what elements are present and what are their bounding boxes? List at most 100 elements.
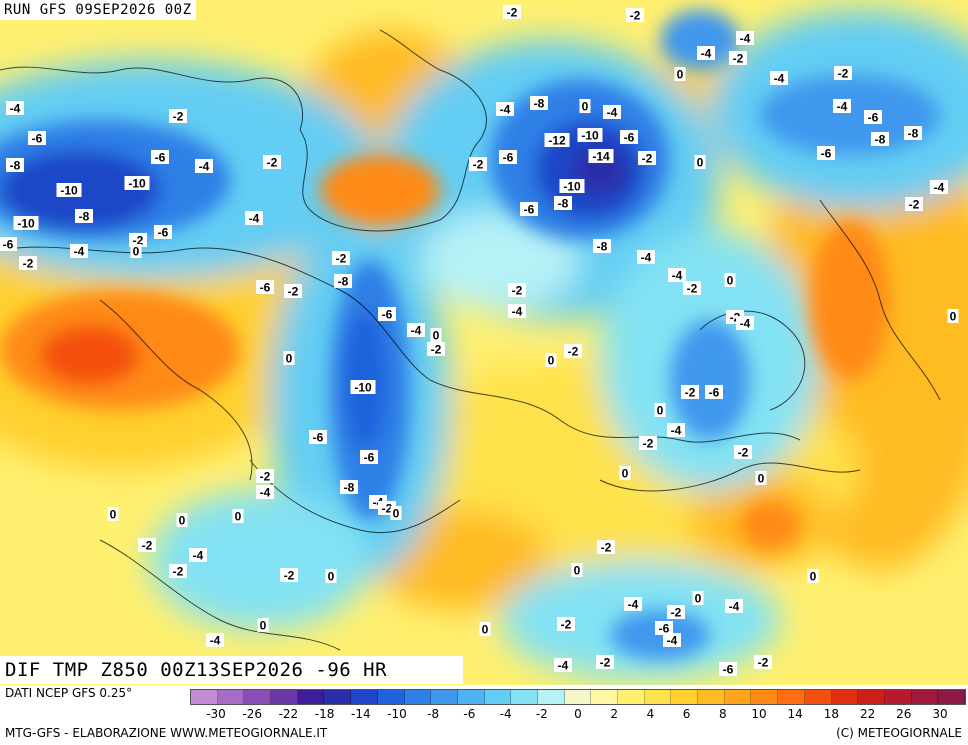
svg-text:0: 0 — [695, 592, 702, 606]
svg-text:0: 0 — [657, 404, 664, 418]
legend-tick-label: 10 — [751, 707, 767, 721]
svg-text:-4: -4 — [729, 600, 740, 614]
svg-text:-2: -2 — [23, 257, 34, 271]
contour-label: 0 — [107, 507, 119, 522]
svg-text:-2: -2 — [133, 234, 144, 248]
contour-label: 0 — [674, 67, 686, 82]
contour-label: 0 — [232, 509, 244, 524]
svg-text:0: 0 — [697, 156, 704, 170]
svg-text:-6: -6 — [868, 111, 879, 125]
contour-label: -6 — [499, 150, 517, 165]
svg-text:-8: -8 — [344, 481, 355, 495]
contour-label: -6 — [154, 225, 172, 240]
legend-tick-label: 0 — [574, 707, 582, 721]
contour-label: -2 — [557, 617, 575, 632]
svg-text:-6: -6 — [32, 132, 43, 146]
contour-label: -10 — [124, 176, 150, 191]
svg-text:-2: -2 — [431, 343, 442, 357]
contour-label: -8 — [334, 274, 352, 289]
svg-text:-2: -2 — [288, 285, 299, 299]
svg-text:0: 0 — [179, 514, 186, 528]
contour-label: -10 — [56, 183, 82, 198]
legend-tick-label: -8 — [427, 707, 440, 721]
contour-label: -2 — [129, 233, 147, 248]
legend-tick-label: -14 — [350, 707, 371, 721]
svg-text:-10: -10 — [128, 177, 146, 191]
contour-label: -4 — [668, 268, 686, 283]
svg-text:-2: -2 — [284, 569, 295, 583]
svg-text:-4: -4 — [249, 212, 260, 226]
legend-swatch — [724, 690, 752, 704]
contour-label: -8 — [593, 239, 611, 254]
contour-label: 0 — [571, 563, 583, 578]
contour-label: -10 — [577, 128, 603, 143]
contour-label: -4 — [736, 31, 754, 46]
contour-label: -2 — [564, 344, 582, 359]
contour-label: -14 — [588, 149, 614, 164]
svg-text:0: 0 — [482, 623, 489, 637]
contour-label: 0 — [390, 506, 402, 521]
contour-label: -4 — [189, 548, 207, 563]
svg-text:-10: -10 — [581, 129, 599, 143]
contour-label: 0 — [130, 244, 142, 259]
legend-swatch — [271, 690, 298, 704]
svg-text:-2: -2 — [600, 656, 611, 670]
contour-label: 0 — [579, 99, 591, 114]
svg-text:-2: -2 — [173, 110, 184, 124]
svg-text:-2: -2 — [738, 446, 749, 460]
svg-text:-2: -2 — [568, 345, 579, 359]
legend-tick-label: -2 — [535, 707, 548, 721]
svg-text:0: 0 — [286, 352, 293, 366]
legend-tick-label: 8 — [718, 707, 727, 721]
svg-text:-4: -4 — [199, 160, 210, 174]
svg-text:-4: -4 — [837, 100, 848, 114]
svg-text:-6: -6 — [364, 451, 375, 465]
svg-text:-8: -8 — [558, 197, 569, 211]
svg-text:0: 0 — [950, 310, 957, 324]
contour-label: -2 — [508, 283, 526, 298]
contour-label: 0 — [479, 622, 491, 637]
legend-tick-label: -18 — [314, 707, 335, 721]
contour-label: -4 — [6, 101, 24, 116]
legend-swatch — [671, 690, 699, 704]
contour-label: -2 — [263, 155, 281, 170]
contour-label: -2 — [284, 284, 302, 299]
contour-label: -4 — [663, 633, 681, 648]
credit-left: MTG-GFS - ELABORAZIONE WWW.METEOGIORNALE… — [5, 726, 328, 740]
contour-label: -6 — [705, 385, 723, 400]
contour-label: -6 — [28, 131, 46, 146]
svg-text:-2: -2 — [630, 9, 641, 23]
contour-label: 0 — [807, 569, 819, 584]
contour-label: 0 — [694, 155, 706, 170]
legend-swatch — [351, 690, 378, 704]
contour-label: -2 — [280, 568, 298, 583]
contour-label: -4 — [930, 180, 948, 195]
svg-text:-8: -8 — [597, 240, 608, 254]
contour-label: -4 — [206, 633, 224, 648]
svg-text:-6: -6 — [158, 226, 169, 240]
legend-swatch — [751, 690, 779, 704]
svg-text:0: 0 — [433, 329, 440, 343]
color-scale-ticks: -30 -26 -22 -18 -14 -10 -8 -6 -4 -2 0 2 4 6 8 10 14 18 22 2… — [190, 707, 966, 723]
svg-text:-6: -6 — [723, 663, 734, 677]
legend-swatch — [938, 690, 965, 704]
contour-label: -4 — [70, 244, 88, 259]
contour-label: -8 — [530, 96, 548, 111]
svg-text:-2: -2 — [643, 437, 654, 451]
svg-text:0: 0 — [328, 570, 335, 584]
contour-label: -2 — [639, 436, 657, 451]
svg-text:0: 0 — [758, 472, 765, 486]
svg-text:-4: -4 — [641, 251, 652, 265]
contour-label: 0 — [430, 328, 442, 343]
svg-text:-4: -4 — [260, 486, 271, 500]
contour-label: -8 — [75, 209, 93, 224]
legend-swatch — [591, 690, 618, 704]
svg-text:-4: -4 — [671, 424, 682, 438]
legend-tick-label: -6 — [463, 707, 476, 721]
svg-text:-4: -4 — [701, 47, 712, 61]
contour-label: 0 — [724, 273, 736, 288]
svg-text:-2: -2 — [507, 6, 518, 20]
contour-label: -6 — [817, 146, 835, 161]
contour-label: -2 — [169, 564, 187, 579]
contour-label: -4 — [833, 99, 851, 114]
